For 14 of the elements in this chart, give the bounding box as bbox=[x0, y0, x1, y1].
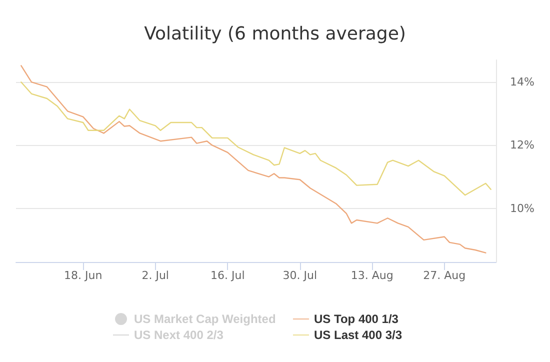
x-tick-label: 13. Aug bbox=[350, 269, 394, 282]
y-tick-label: 14% bbox=[510, 76, 534, 89]
x-tick-label: 18. Jun bbox=[64, 269, 102, 282]
chart-title: Volatility (6 months average) bbox=[144, 24, 406, 44]
x-tick-label: 30. Jul bbox=[282, 269, 318, 282]
legend-label: US Last 400 3/3 bbox=[314, 328, 402, 342]
line-series bbox=[20, 81, 492, 196]
y-tick-label: 10% bbox=[510, 202, 534, 215]
x-tick-label: 2. Jul bbox=[142, 269, 169, 282]
y-tick-label: 12% bbox=[510, 138, 534, 152]
x-tick-label: 27. Aug bbox=[423, 269, 466, 282]
line-series bbox=[20, 65, 486, 254]
legend-label: US Top 400 1/3 bbox=[314, 312, 399, 326]
x-tick-label: 16. Jul bbox=[210, 269, 245, 282]
